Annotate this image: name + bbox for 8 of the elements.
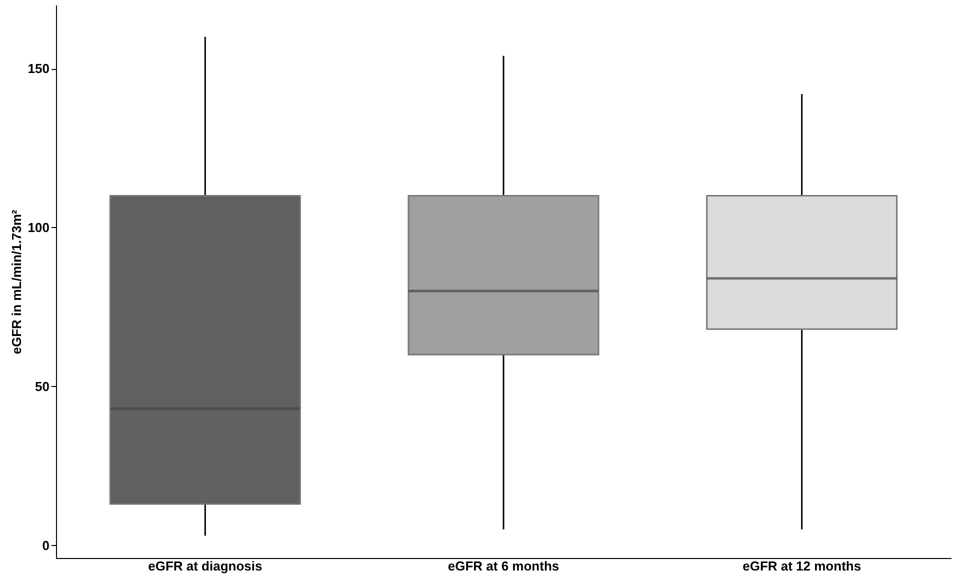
y-tick-label: 0 [42,538,50,553]
y-tick-label: 150 [28,61,50,76]
x-tick-label: eGFR at diagnosis [148,558,262,574]
x-tick-label: eGFR at 6 months [448,558,560,574]
x-tick-label: eGFR at 12 months [742,558,862,574]
y-axis-title: eGFR in mL/min/1.73m² [8,209,24,354]
y-tick-label: 100 [28,220,50,235]
y-tick-label: 50 [35,378,50,394]
